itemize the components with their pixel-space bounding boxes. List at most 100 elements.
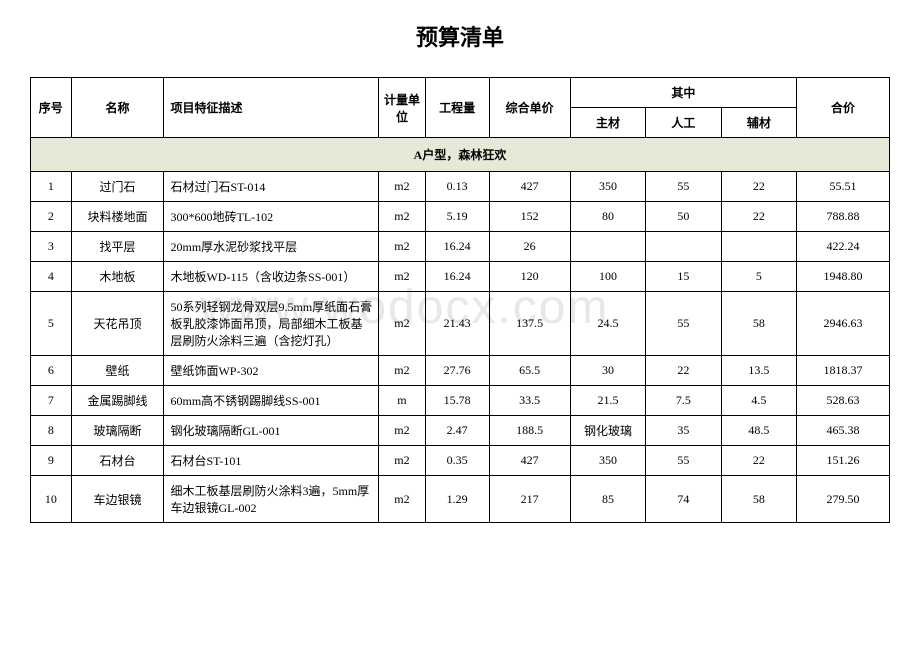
cell-desc: 20mm厚水泥砂浆找平层 — [164, 232, 379, 262]
table-row: 7金属踢脚线60mm高不锈钢踢脚线SS-001m15.7833.521.57.5… — [31, 386, 890, 416]
header-seq: 序号 — [31, 78, 72, 138]
table-row: 6壁纸壁纸饰面WP-302m227.7665.5302213.51818.37 — [31, 356, 890, 386]
cell-name: 天花吊顶 — [71, 292, 164, 356]
table-row: 1过门石石材过门石ST-014m20.13427350552255.51 — [31, 172, 890, 202]
header-aux: 辅材 — [721, 108, 796, 138]
cell-name: 玻璃隔断 — [71, 416, 164, 446]
cell-labor: 74 — [646, 476, 721, 523]
cell-desc: 300*600地砖TL-102 — [164, 202, 379, 232]
cell-name: 石材台 — [71, 446, 164, 476]
cell-labor: 15 — [646, 262, 721, 292]
cell-qty: 21.43 — [425, 292, 489, 356]
cell-name: 过门石 — [71, 172, 164, 202]
cell-aux: 58 — [721, 292, 796, 356]
cell-qty: 2.47 — [425, 416, 489, 446]
cell-name: 找平层 — [71, 232, 164, 262]
cell-qty: 0.35 — [425, 446, 489, 476]
cell-labor: 22 — [646, 356, 721, 386]
cell-labor: 55 — [646, 172, 721, 202]
cell-price: 26 — [489, 232, 570, 262]
cell-seq: 8 — [31, 416, 72, 446]
table-row: 2块料楼地面300*600地砖TL-102m25.19152805022788.… — [31, 202, 890, 232]
cell-total: 55.51 — [797, 172, 890, 202]
header-price: 综合单价 — [489, 78, 570, 138]
cell-price: 427 — [489, 172, 570, 202]
cell-desc: 石材过门石ST-014 — [164, 172, 379, 202]
cell-aux: 22 — [721, 202, 796, 232]
cell-main: 30 — [570, 356, 645, 386]
cell-aux: 58 — [721, 476, 796, 523]
cell-desc: 木地板WD-115（含收边条SS-001） — [164, 262, 379, 292]
cell-main: 21.5 — [570, 386, 645, 416]
section-header: A户型，森林狂欢 — [31, 138, 890, 172]
cell-main: 350 — [570, 172, 645, 202]
cell-qty: 0.13 — [425, 172, 489, 202]
cell-seq: 10 — [31, 476, 72, 523]
cell-seq: 9 — [31, 446, 72, 476]
cell-seq: 2 — [31, 202, 72, 232]
cell-unit: m2 — [379, 172, 425, 202]
cell-total: 1818.37 — [797, 356, 890, 386]
cell-aux: 22 — [721, 172, 796, 202]
cell-main: 80 — [570, 202, 645, 232]
cell-unit: m2 — [379, 476, 425, 523]
cell-price: 33.5 — [489, 386, 570, 416]
cell-name: 车边银镜 — [71, 476, 164, 523]
cell-qty: 16.24 — [425, 232, 489, 262]
cell-desc: 60mm高不锈钢踢脚线SS-001 — [164, 386, 379, 416]
cell-aux: 48.5 — [721, 416, 796, 446]
cell-seq: 1 — [31, 172, 72, 202]
table-row: 5天花吊顶50系列轻钢龙骨双层9.5mm厚纸面石膏板乳胶漆饰面吊顶，局部细木工板… — [31, 292, 890, 356]
cell-unit: m2 — [379, 292, 425, 356]
cell-aux: 5 — [721, 262, 796, 292]
cell-main: 350 — [570, 446, 645, 476]
cell-unit: m2 — [379, 232, 425, 262]
cell-qty: 1.29 — [425, 476, 489, 523]
cell-name: 壁纸 — [71, 356, 164, 386]
cell-total: 528.63 — [797, 386, 890, 416]
cell-unit: m2 — [379, 416, 425, 446]
cell-total: 1948.80 — [797, 262, 890, 292]
cell-name: 金属踢脚线 — [71, 386, 164, 416]
cell-price: 120 — [489, 262, 570, 292]
cell-price: 427 — [489, 446, 570, 476]
cell-price: 152 — [489, 202, 570, 232]
cell-unit: m2 — [379, 356, 425, 386]
cell-labor: 35 — [646, 416, 721, 446]
table-row: 10车边银镜细木工板基层刷防火涂料3遍，5mm厚车边银镜GL-002m21.29… — [31, 476, 890, 523]
table-row: 3找平层20mm厚水泥砂浆找平层m216.2426422.24 — [31, 232, 890, 262]
table-row: 8玻璃隔断钢化玻璃隔断GL-001m22.47188.5钢化玻璃3548.546… — [31, 416, 890, 446]
cell-desc: 石材台ST-101 — [164, 446, 379, 476]
cell-price: 217 — [489, 476, 570, 523]
cell-seq: 6 — [31, 356, 72, 386]
cell-seq: 4 — [31, 262, 72, 292]
cell-main: 24.5 — [570, 292, 645, 356]
cell-desc: 钢化玻璃隔断GL-001 — [164, 416, 379, 446]
cell-aux: 4.5 — [721, 386, 796, 416]
cell-desc: 细木工板基层刷防火涂料3遍，5mm厚车边银镜GL-002 — [164, 476, 379, 523]
cell-qty: 5.19 — [425, 202, 489, 232]
cell-labor: 55 — [646, 292, 721, 356]
cell-labor — [646, 232, 721, 262]
cell-total: 788.88 — [797, 202, 890, 232]
cell-price: 65.5 — [489, 356, 570, 386]
cell-price: 137.5 — [489, 292, 570, 356]
cell-seq: 5 — [31, 292, 72, 356]
cell-qty: 15.78 — [425, 386, 489, 416]
cell-qty: 16.24 — [425, 262, 489, 292]
cell-main — [570, 232, 645, 262]
header-labor: 人工 — [646, 108, 721, 138]
cell-main: 100 — [570, 262, 645, 292]
cell-unit: m2 — [379, 202, 425, 232]
cell-price: 188.5 — [489, 416, 570, 446]
cell-aux — [721, 232, 796, 262]
cell-labor: 50 — [646, 202, 721, 232]
cell-labor: 7.5 — [646, 386, 721, 416]
cell-desc: 壁纸饰面WP-302 — [164, 356, 379, 386]
cell-aux: 13.5 — [721, 356, 796, 386]
cell-total: 465.38 — [797, 416, 890, 446]
cell-main: 钢化玻璃 — [570, 416, 645, 446]
cell-desc: 50系列轻钢龙骨双层9.5mm厚纸面石膏板乳胶漆饰面吊顶，局部细木工板基层刷防火… — [164, 292, 379, 356]
budget-table: 序号 名称 项目特征描述 计量单位 工程量 综合单价 其中 合价 主材 人工 辅… — [30, 77, 890, 523]
cell-total: 151.26 — [797, 446, 890, 476]
